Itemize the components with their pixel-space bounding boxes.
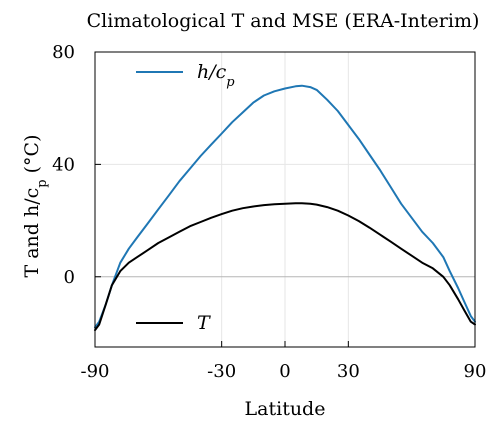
legend: h/cp T <box>136 61 235 334</box>
ticks: -90 -30 0 30 90 0 40 80 <box>52 42 486 382</box>
x-tick-label: 30 <box>337 361 360 382</box>
legend-label-t: T <box>197 312 211 334</box>
legend-label-h-cp: h/cp <box>197 61 235 90</box>
x-tick-label: 0 <box>279 361 290 382</box>
y-axis-label-subscript: p <box>35 179 50 187</box>
y-tick-label: 40 <box>52 154 75 175</box>
x-tick-label: -30 <box>207 361 236 382</box>
series-line-h-cp <box>94 84 476 329</box>
series-line-t <box>94 202 476 332</box>
y-axis-label-main: T and h/c <box>21 188 43 278</box>
y-tick-label: 0 <box>64 267 75 288</box>
grid <box>95 52 475 347</box>
x-tick-label: -90 <box>81 361 110 382</box>
legend-label-h-cp-main: h/c <box>197 61 227 83</box>
y-axis-label-unit: (°C) <box>21 135 43 180</box>
chart-title: Climatological T and MSE (ERA-Interim) <box>87 10 480 32</box>
y-axis-label: T and h/cp (°C) <box>21 135 50 278</box>
x-axis-label: Latitude <box>245 398 326 420</box>
series-layer <box>94 84 476 332</box>
x-tick-label: 90 <box>464 361 487 382</box>
y-tick-label: 80 <box>52 42 75 63</box>
legend-label-h-cp-subscript: p <box>226 75 235 90</box>
